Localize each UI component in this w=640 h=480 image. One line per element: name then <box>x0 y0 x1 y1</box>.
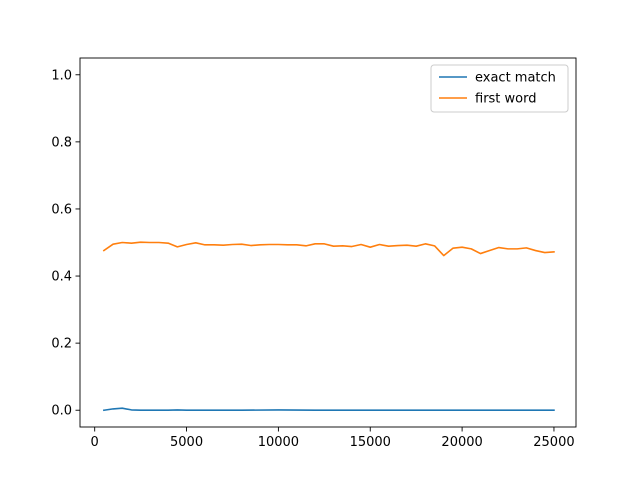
y-tick-label: 0.0 <box>51 404 72 419</box>
legend: exact match first word <box>430 64 569 113</box>
x-tick-label: 10000 <box>258 435 299 450</box>
series-line-0 <box>102 407 555 412</box>
series-layer <box>102 241 555 412</box>
legend-label-0: exact match <box>475 71 556 86</box>
x-tick-label: 15000 <box>350 435 391 450</box>
y-tick-label: 0.2 <box>51 337 72 352</box>
x-tick-label: 25000 <box>533 435 574 450</box>
plot-frame <box>79 57 577 428</box>
x-tick-label: 5000 <box>170 435 203 450</box>
x-tick-label: 0 <box>91 435 99 450</box>
y-tick-label: 0.8 <box>51 135 72 150</box>
y-tick-label: 0.4 <box>51 270 72 285</box>
x-tick-label: 20000 <box>441 435 482 450</box>
legend-label-1: first word <box>475 92 537 107</box>
y-tick-label: 0.6 <box>51 202 72 217</box>
y-tick-label: 1.0 <box>51 68 72 83</box>
axes-layer: 0 5000 10000 15000 20000 25000 0.0 0.2 0.4 0.6 0.8… <box>51 57 577 450</box>
series-line-1 <box>102 241 555 257</box>
